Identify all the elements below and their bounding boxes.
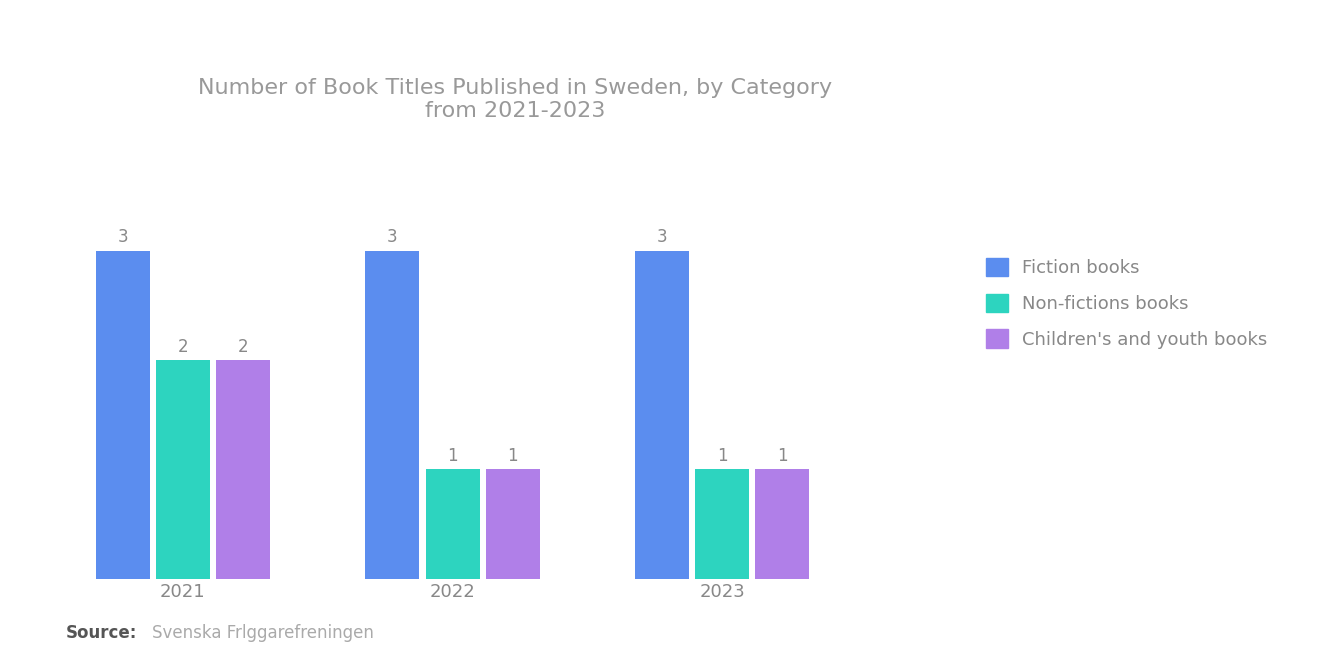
- Bar: [425, 469, 479, 579]
- Bar: [216, 360, 271, 579]
- Bar: [635, 251, 689, 579]
- Text: 2: 2: [238, 338, 248, 356]
- Title: Number of Book Titles Published in Sweden, by Category
from 2021-2023: Number of Book Titles Published in Swede…: [198, 78, 832, 121]
- Text: 1: 1: [507, 447, 517, 465]
- Text: 1: 1: [717, 447, 727, 465]
- Text: 3: 3: [387, 229, 397, 247]
- Bar: [96, 251, 149, 579]
- Text: 3: 3: [657, 229, 668, 247]
- Bar: [156, 360, 210, 579]
- Text: 1: 1: [777, 447, 788, 465]
- Text: 1: 1: [447, 447, 458, 465]
- Bar: [696, 469, 750, 579]
- Text: Source:: Source:: [66, 624, 137, 642]
- Legend: Fiction books, Non-fictions books, Children's and youth books: Fiction books, Non-fictions books, Child…: [977, 249, 1276, 358]
- Text: Svenska Frlggarefreningen: Svenska Frlggarefreningen: [152, 624, 374, 642]
- Bar: [486, 469, 540, 579]
- Text: 2: 2: [178, 338, 189, 356]
- Bar: [755, 469, 809, 579]
- Bar: [366, 251, 420, 579]
- Text: 3: 3: [117, 229, 128, 247]
